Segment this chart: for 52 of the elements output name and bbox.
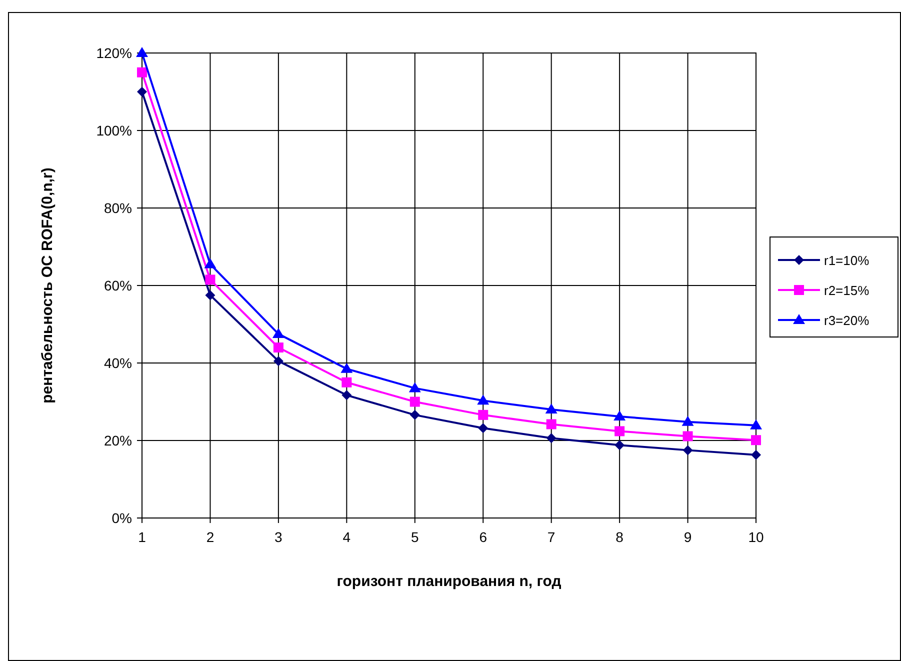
point bbox=[614, 410, 626, 420]
point bbox=[204, 258, 216, 268]
point bbox=[477, 394, 490, 405]
point bbox=[682, 445, 693, 456]
x-tick-label: 10 bbox=[748, 529, 764, 545]
point bbox=[682, 416, 694, 426]
legend-label: r1=10% bbox=[824, 253, 870, 268]
point bbox=[137, 67, 147, 78]
point bbox=[682, 431, 693, 442]
point bbox=[205, 274, 216, 285]
y-tick-label: 100% bbox=[96, 122, 132, 138]
point bbox=[273, 342, 284, 352]
point bbox=[342, 377, 352, 388]
x-tick-label: 8 bbox=[616, 529, 624, 545]
point bbox=[478, 410, 488, 420]
y-tick-label: 120% bbox=[96, 45, 132, 61]
x-tick-label: 5 bbox=[410, 529, 419, 545]
point bbox=[408, 382, 421, 392]
x-axis-title: горизонт планирования n, год bbox=[336, 573, 562, 590]
x-tick-label: 9 bbox=[684, 529, 692, 545]
point bbox=[478, 423, 488, 434]
point bbox=[136, 47, 148, 57]
point bbox=[751, 435, 761, 446]
point bbox=[137, 86, 147, 97]
point bbox=[272, 328, 284, 338]
y-tick-label: 40% bbox=[104, 355, 132, 371]
y-axis-title: рентабельность ОС ROFA(0,n,r) bbox=[39, 168, 56, 404]
x-tick-label: 4 bbox=[342, 529, 351, 545]
point bbox=[750, 419, 762, 430]
point bbox=[751, 450, 761, 460]
y-tick-label: 80% bbox=[104, 200, 132, 216]
point bbox=[205, 290, 216, 300]
legend-label: r3=20% bbox=[824, 313, 870, 328]
y-tick-label: 0% bbox=[112, 510, 132, 526]
x-tick-label: 1 bbox=[138, 529, 146, 545]
x-tick-label: 2 bbox=[206, 529, 214, 545]
point bbox=[410, 396, 420, 407]
point bbox=[546, 433, 556, 444]
legend-label: r2=15% bbox=[824, 283, 870, 298]
point bbox=[340, 362, 353, 373]
point bbox=[545, 404, 558, 414]
point bbox=[410, 410, 420, 420]
point bbox=[614, 426, 625, 436]
x-tick-label: 6 bbox=[479, 529, 488, 545]
y-tick-label: 20% bbox=[104, 432, 132, 448]
point bbox=[546, 419, 556, 430]
point bbox=[342, 390, 352, 400]
point bbox=[273, 356, 284, 366]
x-tick-label: 7 bbox=[547, 529, 556, 545]
point bbox=[614, 440, 625, 450]
y-tick-label: 60% bbox=[104, 278, 132, 294]
x-tick-label: 3 bbox=[274, 529, 283, 545]
